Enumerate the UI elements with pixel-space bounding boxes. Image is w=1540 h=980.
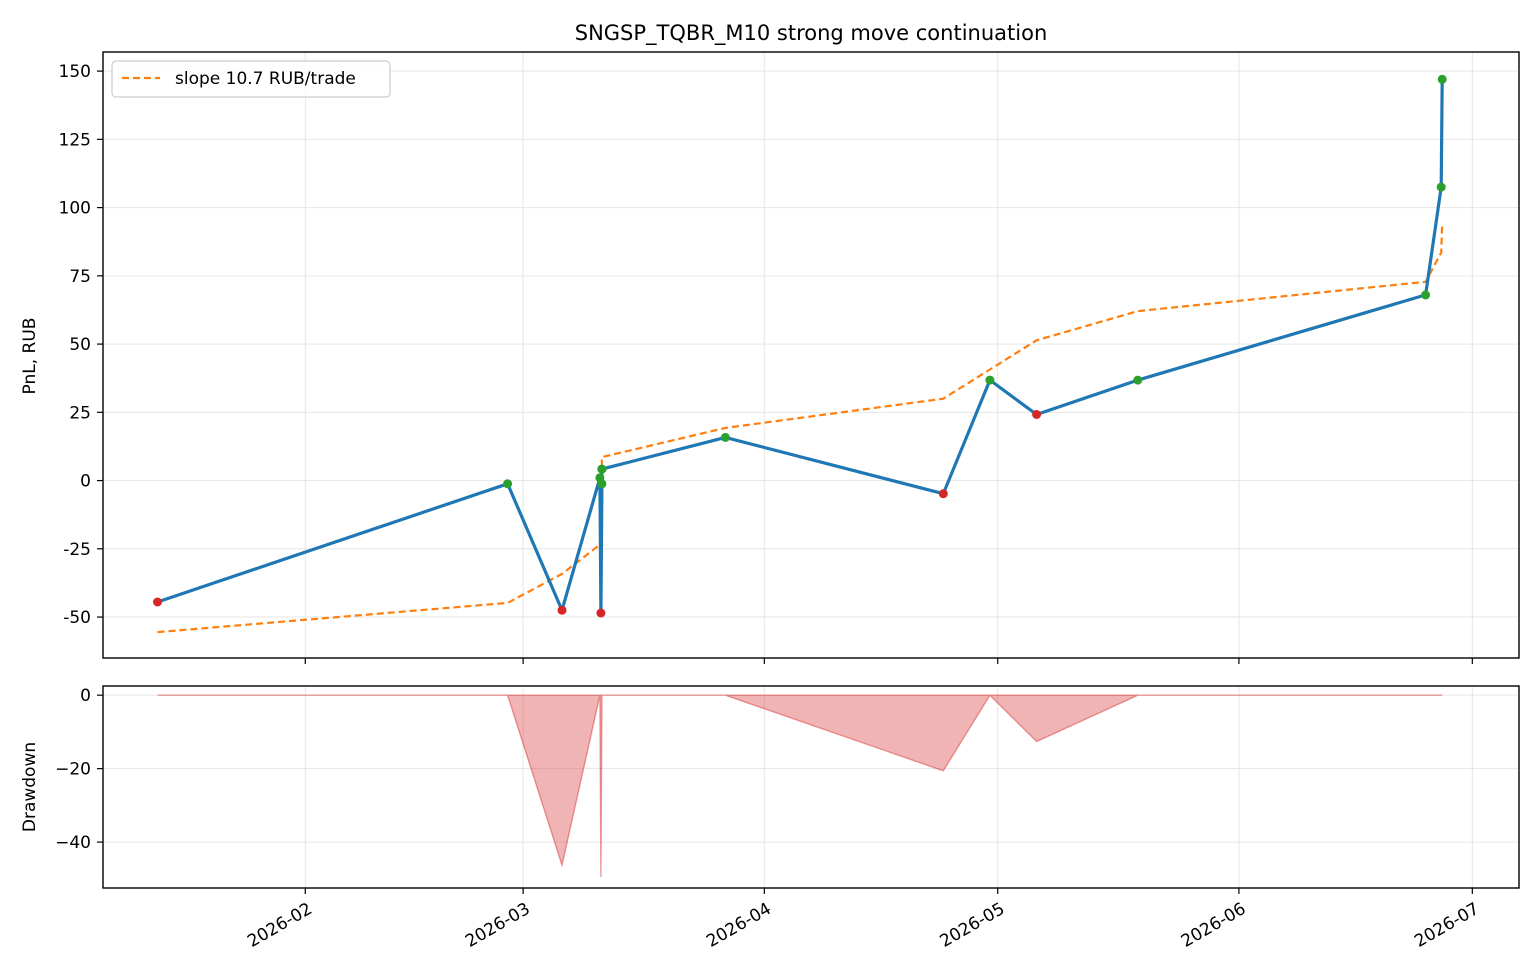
top-y-axis-label: PnL, RUB: [20, 318, 40, 395]
trade-point-loss: [1032, 410, 1042, 419]
chart-title: SNGSP_TQBR_M10 strong move continuation: [575, 21, 1048, 46]
drawdown-panel: −40−200 2026-02 2026-03 2026-04 2026-05 2026…: [55, 685, 1520, 952]
y-tick-label: 0: [80, 686, 91, 706]
trade-point-loss: [596, 608, 606, 618]
trade-point-win: [1436, 182, 1446, 192]
drawdown-y-ticks: −40 −20 0: [55, 686, 103, 853]
y-tick-label: 0: [80, 472, 91, 492]
trade-point-win: [503, 479, 513, 489]
pnl-x-ticks: [304, 658, 1473, 664]
drawdown-plot-frame: [102, 685, 1520, 889]
x-axis-date-ticks: 2026-02 2026-03 2026-04 2026-05 2026-06 2026-…: [244, 888, 1483, 952]
trade-point-win: [597, 464, 607, 474]
x-tick-label: 2026-04: [703, 899, 775, 952]
drawdown-grid: [103, 686, 1519, 888]
pnl-panel: -50 -25 0 25 50 75 100 125 150: [59, 51, 1520, 664]
y-tick-label: 100: [59, 199, 91, 219]
legend-box: [111, 60, 391, 98]
pnl-plot-frame: [102, 51, 1520, 659]
drawdown-series: [157, 694, 1443, 878]
trade-point-win: [1437, 74, 1447, 84]
pnl-y-ticks: -50 -25 0 25 50 75 100 125 150: [59, 62, 103, 628]
y-tick-label: 25: [69, 403, 91, 423]
pnl-grid: [103, 52, 1519, 658]
x-tick-label: 2026-02: [244, 899, 316, 952]
trade-point-win: [597, 479, 607, 489]
y-tick-label: −20: [55, 760, 91, 780]
trade-point-win: [985, 375, 995, 385]
trade-point-win: [720, 432, 730, 442]
x-tick-label: 2026-07: [1411, 899, 1483, 952]
legend-trend-label: slope 10.7 RUB/trade: [175, 69, 356, 89]
x-tick-label: 2026-05: [937, 899, 1009, 952]
pnl-series: [153, 74, 1447, 634]
trade-point-loss: [938, 489, 948, 499]
y-tick-label: 150: [59, 62, 91, 82]
trade-point-loss: [153, 597, 162, 607]
y-tick-label: 75: [69, 267, 91, 287]
y-tick-label: −40: [55, 833, 91, 853]
y-tick-label: 50: [69, 335, 91, 355]
x-tick-label: 2026-03: [462, 899, 534, 952]
bottom-y-axis-label: Drawdown: [20, 742, 40, 832]
trade-point-loss: [557, 605, 567, 615]
x-tick-label: 2026-06: [1178, 899, 1250, 952]
y-tick-label: -50: [63, 608, 91, 628]
drawdown-area: [157, 694, 1443, 878]
trade-point-win: [1133, 375, 1143, 385]
trade-point-win: [1421, 290, 1431, 300]
trend-line: [157, 223, 1444, 634]
legend: slope 10.7 RUB/trade: [111, 60, 391, 98]
y-tick-label: 125: [59, 130, 91, 150]
equity-line: [156, 79, 1444, 615]
y-tick-label: -25: [63, 540, 91, 560]
